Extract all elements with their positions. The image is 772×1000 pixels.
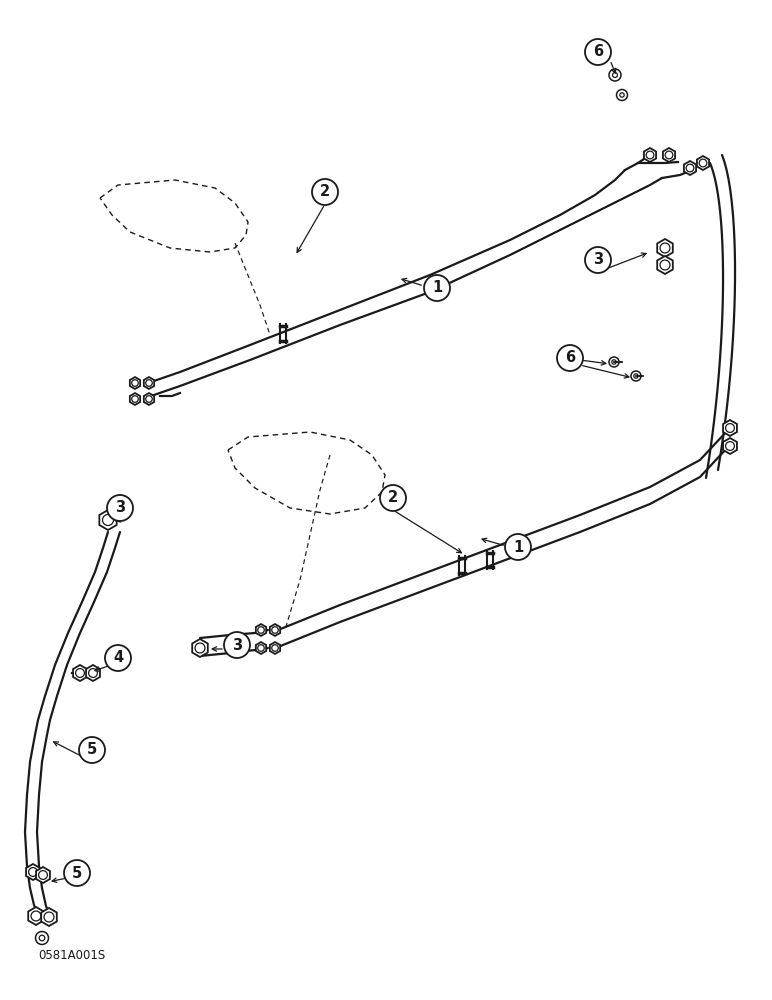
Polygon shape — [29, 907, 44, 925]
Polygon shape — [144, 377, 154, 389]
Circle shape — [107, 495, 133, 521]
Polygon shape — [723, 420, 737, 436]
Polygon shape — [644, 148, 656, 162]
Text: 1: 1 — [432, 280, 442, 296]
Polygon shape — [73, 665, 87, 681]
Text: 6: 6 — [593, 44, 603, 60]
Polygon shape — [256, 642, 266, 654]
Text: 2: 2 — [388, 490, 398, 506]
Text: 3: 3 — [232, 638, 242, 652]
Circle shape — [585, 247, 611, 273]
Polygon shape — [663, 148, 675, 162]
Text: 3: 3 — [115, 500, 125, 516]
Text: 0581A001S: 0581A001S — [38, 949, 105, 962]
Circle shape — [585, 39, 611, 65]
Circle shape — [105, 645, 131, 671]
Polygon shape — [684, 161, 696, 175]
Polygon shape — [144, 393, 154, 405]
Circle shape — [380, 485, 406, 511]
Polygon shape — [270, 642, 280, 654]
Polygon shape — [86, 665, 100, 681]
Polygon shape — [657, 239, 672, 257]
Circle shape — [424, 275, 450, 301]
Text: 2: 2 — [320, 184, 330, 200]
Polygon shape — [723, 438, 737, 454]
Text: 5: 5 — [87, 742, 97, 758]
Circle shape — [64, 860, 90, 886]
Text: 3: 3 — [593, 252, 603, 267]
Circle shape — [79, 737, 105, 763]
Polygon shape — [41, 908, 57, 926]
Polygon shape — [36, 867, 50, 883]
Circle shape — [505, 534, 531, 560]
Circle shape — [609, 69, 621, 81]
Circle shape — [609, 357, 619, 367]
Polygon shape — [100, 510, 117, 530]
Polygon shape — [26, 864, 40, 880]
Polygon shape — [256, 624, 266, 636]
Circle shape — [617, 90, 628, 101]
Text: 1: 1 — [513, 540, 523, 554]
Circle shape — [224, 632, 250, 658]
Polygon shape — [657, 256, 672, 274]
Circle shape — [631, 371, 641, 381]
Polygon shape — [130, 377, 141, 389]
Polygon shape — [697, 156, 709, 170]
Polygon shape — [270, 624, 280, 636]
Text: 6: 6 — [565, 351, 575, 365]
Polygon shape — [130, 393, 141, 405]
Circle shape — [36, 932, 49, 944]
Circle shape — [557, 345, 583, 371]
Circle shape — [312, 179, 338, 205]
Text: 5: 5 — [72, 865, 82, 880]
Polygon shape — [192, 639, 208, 657]
Text: 4: 4 — [113, 650, 123, 666]
